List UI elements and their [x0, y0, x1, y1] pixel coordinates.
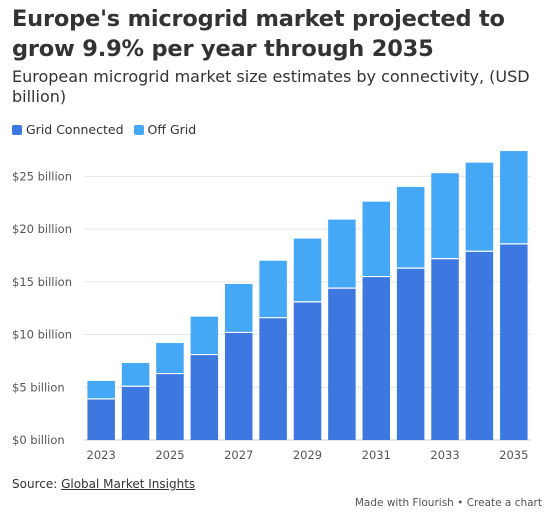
- legend-label-off-grid: Off Grid: [147, 122, 197, 137]
- bar-grid-connected-2025[interactable]: [156, 373, 184, 440]
- source-link[interactable]: Global Market Insights: [61, 477, 196, 491]
- y-tick-label: $15 billion: [12, 275, 72, 289]
- bar-grid-connected-2032[interactable]: [396, 268, 425, 440]
- x-tick-label: 2035: [499, 448, 528, 462]
- x-tick-label: 2027: [224, 448, 253, 462]
- legend-item-off-grid[interactable]: Off Grid: [133, 122, 197, 137]
- bar-grid-connected-2027[interactable]: [224, 332, 253, 440]
- bar-off-grid-2035[interactable]: [500, 151, 528, 244]
- bar-off-grid-2028[interactable]: [259, 260, 287, 318]
- bar-grid-connected-2034[interactable]: [465, 251, 494, 440]
- x-tick-label: 2025: [155, 448, 184, 462]
- y-tick-label: $10 billion: [12, 328, 72, 342]
- source-prefix: Source:: [12, 477, 62, 491]
- bar-off-grid-2023[interactable]: [87, 380, 115, 399]
- bar-off-grid-2032[interactable]: [396, 186, 425, 269]
- chart-subtitle: European microgrid market size estimates…: [12, 67, 530, 106]
- bar-grid-connected-2028[interactable]: [259, 317, 287, 440]
- x-tick-label: 2023: [87, 448, 116, 462]
- bar-off-grid-2024[interactable]: [121, 363, 150, 387]
- flourish-credit[interactable]: Made with Flourish • Create a chart: [354, 497, 542, 509]
- bar-grid-connected-2029[interactable]: [293, 301, 322, 440]
- legend: Grid Connected Off Grid: [12, 122, 196, 137]
- bar-off-grid-2031[interactable]: [362, 201, 391, 277]
- bar-grid-connected-2031[interactable]: [362, 276, 391, 440]
- legend-item-grid-connected[interactable]: Grid Connected: [12, 122, 124, 137]
- y-tick-label: $0 billion: [12, 433, 65, 447]
- bar-grid-connected-2026[interactable]: [190, 354, 219, 440]
- x-tick-label: 2033: [430, 448, 459, 462]
- legend-swatch-grid-connected: [12, 124, 22, 135]
- bar-off-grid-2026[interactable]: [190, 316, 219, 355]
- y-tick-label: $5 billion: [12, 380, 65, 394]
- legend-label-grid-connected: Grid Connected: [26, 122, 124, 137]
- bar-grid-connected-2033[interactable]: [431, 258, 459, 440]
- bar-off-grid-2027[interactable]: [224, 283, 253, 333]
- chart-title: Europe's microgrid market projected to g…: [12, 6, 505, 62]
- source-line: Source: Global Market Insights: [12, 477, 195, 491]
- x-tick-label: 2029: [293, 448, 322, 462]
- bar-chart: $0 billion $5 billion $10 billion $15 billi…: [12, 151, 531, 462]
- bar-grid-connected-2023[interactable]: [87, 398, 115, 440]
- y-tick-label: $25 billion: [12, 169, 72, 183]
- bar-off-grid-2025[interactable]: [156, 342, 184, 374]
- bar-grid-connected-2035[interactable]: [500, 243, 528, 440]
- legend-swatch-off-grid: [133, 124, 144, 135]
- bar-off-grid-2034[interactable]: [465, 162, 494, 252]
- bar-off-grid-2029[interactable]: [293, 238, 322, 302]
- y-tick-label: $20 billion: [12, 222, 72, 236]
- bar-grid-connected-2030[interactable]: [328, 288, 356, 440]
- x-tick-label: 2031: [362, 448, 391, 462]
- bar-grid-connected-2024[interactable]: [121, 386, 150, 440]
- bar-off-grid-2033[interactable]: [431, 173, 459, 259]
- bar-off-grid-2030[interactable]: [328, 219, 356, 289]
